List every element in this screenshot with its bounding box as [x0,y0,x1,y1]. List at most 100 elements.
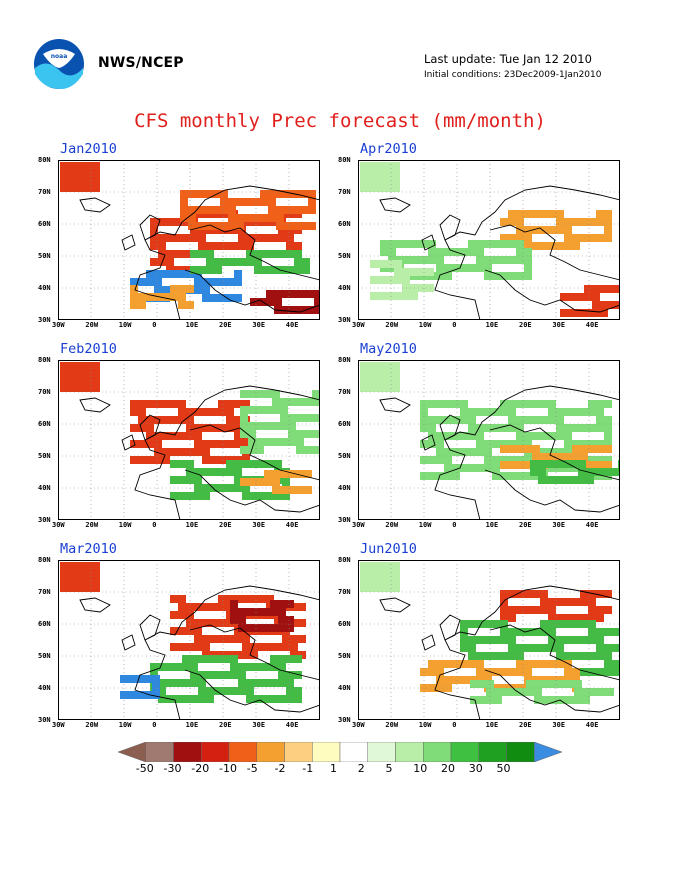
colorbar-swatch [450,741,479,763]
initial-conditions: Initial conditions: 23Dec2009-1Jan2010 [424,70,602,80]
precip-map [358,160,620,320]
colorbar-label: 10 [413,762,428,775]
lon-tick-label: 40E [285,521,299,529]
lon-tick-label: 30E [552,521,566,529]
panel-month-label: Feb2010 [60,341,117,357]
lat-tick-label: 70N [338,388,351,396]
forecast-panel: Feb2010 80N 70N 60N 50N 40N 30N 30W 20W 10W 0 10E 20… [0,341,320,550]
lon-tick-label: 10W [418,321,432,329]
lon-tick-label: 40E [585,721,599,729]
lat-tick-label: 80N [38,356,51,364]
agency-name: NWS/NCEP [98,55,184,71]
lon-tick-label: 0 [452,721,457,729]
precip-map [58,360,320,520]
lat-tick-label: 60N [38,420,51,428]
lon-tick-label: 20E [519,521,532,529]
lat-tick-label: 70N [38,588,51,596]
lat-tick-label: 30N [338,716,351,724]
lat-tick-label: 60N [38,620,51,628]
lon-tick-label: 0 [452,521,457,529]
colorbar-label: 2 [357,762,365,775]
lon-tick-label: 10W [118,721,132,729]
lon-tick-label: 40E [585,521,599,529]
lon-tick-label: 40E [585,321,599,329]
lat-tick-label: 60N [38,220,51,228]
forecast-panel: Apr2010 80N 70N 60N 50N 40N 30N 30W 20W 10W 0 10E 20… [300,141,620,350]
lat-tick-label: 60N [338,620,351,628]
panel-month-label: May2010 [360,341,417,357]
lon-tick-label: 0 [152,321,157,329]
lon-tick-label: 20W [85,321,99,329]
lat-tick-label: 80N [338,556,351,564]
colorbar-swatch [117,741,146,763]
lon-tick-label: 20E [219,321,232,329]
lon-tick-label: 10W [118,321,132,329]
lat-tick-label: 80N [338,156,351,164]
colorbar-swatch [395,741,424,763]
colorbar-label: 5 [385,762,393,775]
lat-tick-label: 80N [338,356,351,364]
lon-tick-label: 30W [352,321,365,329]
lon-tick-label: 20E [219,521,232,529]
colorbar-label: -1 [302,762,314,775]
colorbar-label: 20 [441,762,455,775]
colorbar-label: 1 [330,762,337,775]
lon-tick-label: 30E [252,721,266,729]
lat-tick-label: 40N [38,484,51,492]
precip-map [58,160,320,320]
lat-tick-label: 80N [38,556,51,564]
lat-tick-label: 40N [338,284,351,292]
map-frame [58,560,320,720]
map-frame [58,160,320,320]
lon-tick-label: 0 [452,321,457,329]
lat-tick-label: 60N [338,220,351,228]
colorbar-swatch [228,741,257,763]
lat-tick-label: 70N [38,388,51,396]
forecast-panel: May2010 80N 70N 60N 50N 40N 30N 30W 20W 10W 0 10E 20… [300,341,620,550]
colorbar-swatch [145,741,174,763]
lon-tick-label: 40E [285,721,299,729]
lon-tick-label: 20W [85,521,99,529]
lat-tick-label: 70N [338,588,351,596]
lat-tick-label: 50N [38,652,51,660]
colorbar-swatch [339,741,368,763]
lon-tick-label: 30W [52,721,65,729]
lat-tick-label: 50N [338,452,351,460]
colorbar-label: -2 [274,762,286,775]
lon-tick-label: 20W [385,521,399,529]
lon-tick-label: 20W [385,721,399,729]
lon-tick-label: 30E [552,721,566,729]
colorbar-label: -5 [246,762,258,775]
panel-month-label: Jun2010 [360,541,417,557]
lon-tick-label: 0 [152,521,157,529]
colorbar-swatch [256,741,285,763]
lon-tick-label: 10E [185,321,199,329]
forecast-panel: Mar2010 80N 70N 60N 50N 40N 30N 30W 20W 10W 0 10E 20… [0,541,320,750]
lat-tick-label: 30N [38,516,51,524]
lat-tick-label: 30N [338,516,351,524]
lon-tick-label: 10W [118,521,132,529]
lat-tick-label: 40N [38,284,51,292]
lon-tick-label: 30W [352,521,365,529]
colorbar-label: 30 [468,762,483,775]
panel-month-label: Apr2010 [360,141,417,157]
lat-tick-label: 50N [338,252,351,260]
colorbar-label: 50 [496,762,511,775]
last-update: Last update: Tue Jan 12 2010 [424,52,592,66]
colorbar-swatch [423,741,452,763]
map-frame [358,360,620,520]
colorbar-label: -10 [219,762,237,775]
colorbar-label: -20 [191,762,210,775]
colorbar-swatch [367,741,396,763]
lon-tick-label: 0 [152,721,157,729]
lat-tick-label: 50N [338,652,351,660]
lat-tick-label: 30N [38,716,51,724]
precip-map [358,360,620,520]
lon-tick-label: 20E [519,721,532,729]
lat-tick-label: 30N [38,316,51,324]
colorbar-graphic [117,741,563,763]
map-frame [358,560,620,720]
precip-map [358,560,620,720]
forecast-panel: Jun2010 80N 70N 60N 50N 40N 30N 30W 20W 10W 0 10E 20… [300,541,620,750]
lat-tick-label: 40N [338,484,351,492]
